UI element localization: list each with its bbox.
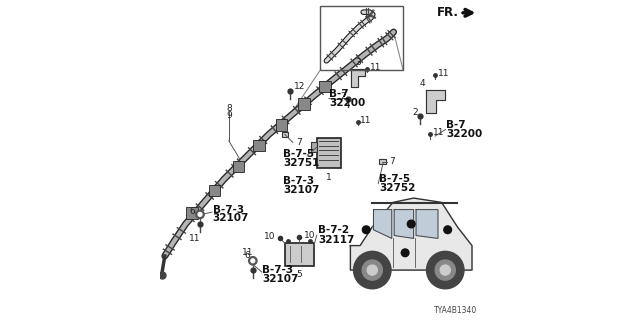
Bar (282, 132, 288, 137)
Circle shape (444, 226, 452, 234)
Circle shape (408, 220, 415, 228)
Text: B-7-3: B-7-3 (262, 265, 294, 276)
Polygon shape (374, 210, 392, 238)
Circle shape (249, 257, 257, 265)
Text: 2: 2 (412, 108, 418, 117)
Text: B-7-3: B-7-3 (283, 176, 314, 186)
Text: 11: 11 (242, 248, 253, 257)
Bar (209, 185, 220, 196)
Text: 5: 5 (296, 270, 302, 279)
Text: 32107: 32107 (212, 212, 249, 223)
Circle shape (198, 212, 202, 216)
Circle shape (362, 226, 370, 234)
Text: 1: 1 (326, 173, 332, 182)
Bar (317, 138, 341, 168)
Polygon shape (351, 69, 365, 87)
Circle shape (401, 249, 409, 257)
Text: 32107: 32107 (283, 185, 319, 196)
Text: B-7-5: B-7-5 (283, 149, 314, 159)
Text: B-7: B-7 (329, 89, 349, 100)
Text: 32107: 32107 (262, 274, 299, 284)
Circle shape (353, 252, 391, 289)
Text: 4: 4 (420, 79, 425, 88)
Text: TYA4B1340: TYA4B1340 (433, 306, 477, 315)
Bar (298, 98, 310, 110)
Polygon shape (351, 198, 472, 270)
Text: B-7-3: B-7-3 (212, 204, 244, 215)
Circle shape (362, 260, 382, 280)
Text: 7: 7 (388, 157, 394, 166)
Bar (253, 140, 265, 151)
Text: 8: 8 (226, 104, 232, 113)
Text: B-7-5: B-7-5 (380, 174, 410, 184)
Bar (379, 159, 385, 164)
Text: 9: 9 (226, 111, 232, 120)
Text: 32751: 32751 (283, 158, 319, 168)
Text: 11: 11 (189, 234, 200, 243)
Polygon shape (426, 90, 445, 113)
Text: 11: 11 (360, 116, 372, 124)
Text: 32200: 32200 (447, 129, 483, 140)
Text: 32117: 32117 (319, 235, 355, 245)
Text: B-7: B-7 (447, 120, 466, 131)
Bar (319, 81, 330, 92)
Circle shape (196, 210, 204, 219)
Text: 10: 10 (304, 231, 316, 240)
Text: 6: 6 (244, 252, 250, 260)
Text: FR.: FR. (437, 6, 460, 19)
Text: 12: 12 (294, 82, 306, 91)
Text: B-7-2: B-7-2 (319, 225, 349, 236)
Circle shape (426, 252, 464, 289)
Text: 11: 11 (438, 69, 449, 78)
Circle shape (251, 259, 255, 263)
Text: 2: 2 (340, 92, 346, 100)
Bar (186, 207, 198, 219)
Polygon shape (416, 210, 438, 238)
Circle shape (367, 265, 378, 275)
Text: 32200: 32200 (329, 98, 365, 108)
Text: 11: 11 (370, 63, 381, 72)
Text: 10: 10 (264, 232, 275, 241)
Text: 6: 6 (189, 207, 195, 216)
Text: 11: 11 (433, 128, 444, 137)
Circle shape (435, 260, 455, 280)
Text: 32752: 32752 (380, 183, 415, 193)
Bar (311, 142, 317, 152)
Text: 7: 7 (296, 138, 301, 147)
Polygon shape (394, 210, 413, 238)
Text: 3: 3 (355, 58, 361, 67)
Bar (285, 243, 314, 266)
Bar (233, 161, 244, 172)
Bar (276, 119, 287, 131)
Circle shape (440, 265, 451, 275)
Bar (320, 6, 403, 70)
